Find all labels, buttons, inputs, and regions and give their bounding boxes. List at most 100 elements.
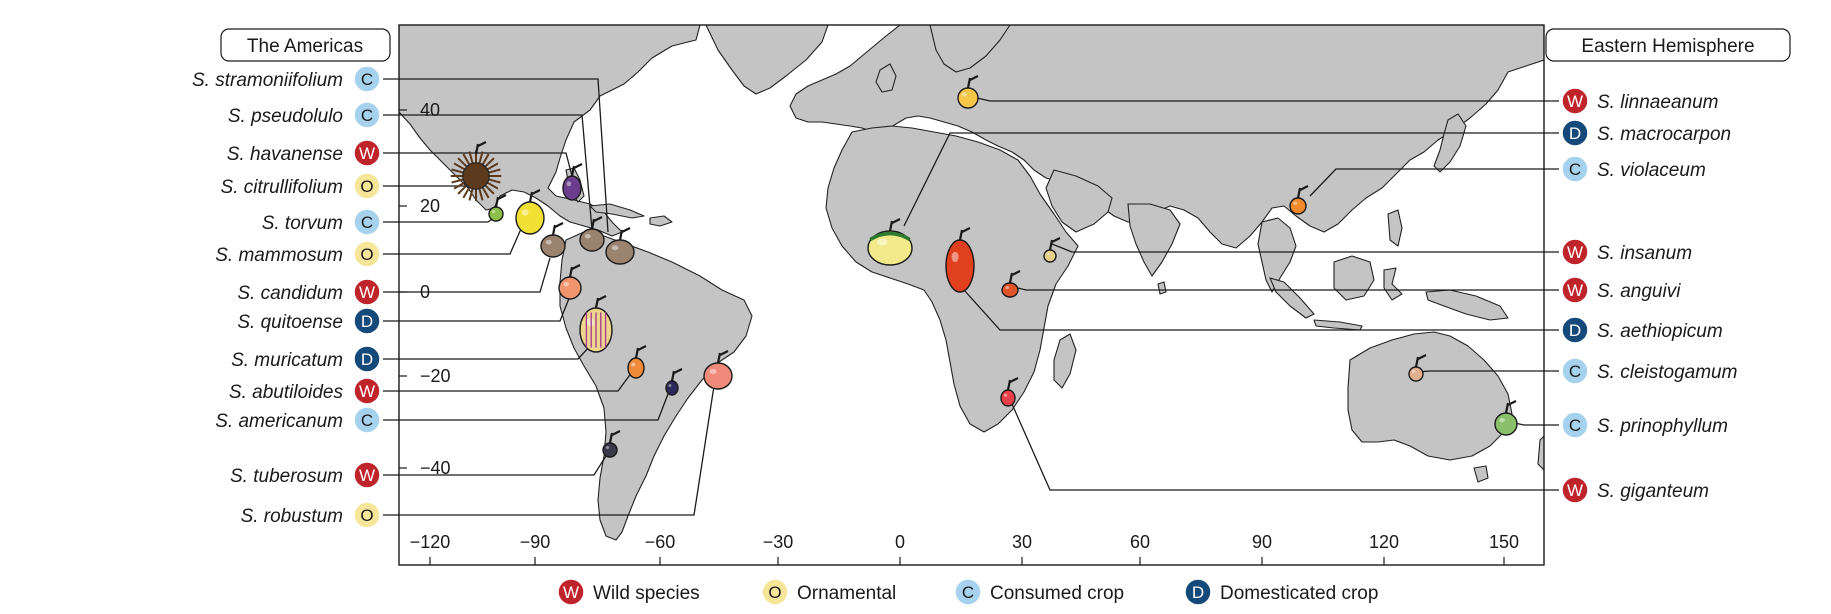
legend-label-domesticated-crop: Domesticated crop xyxy=(1220,583,1378,604)
species-badge-s-candidum-circle xyxy=(353,278,381,306)
species-badge-s-cleistogamum-circle xyxy=(1561,357,1589,385)
species-badge-s-linnaeanum-circle xyxy=(1561,87,1589,115)
x-tick-label: 0 xyxy=(895,532,905,552)
fruit-body xyxy=(703,362,733,390)
species-badge-s-giganteum: W xyxy=(1561,476,1589,504)
species-badge-s-americanum: C xyxy=(353,406,381,434)
species-label-s-torvum: S. torvum xyxy=(262,213,343,234)
species-badge-s-mammosum-circle xyxy=(353,240,381,268)
species-badge-s-americanum-letter: C xyxy=(361,411,373,430)
leader-s-stramoniifolium xyxy=(383,78,609,233)
species-label-s-havanense: S. havanense xyxy=(227,144,343,165)
species-badge-s-torvum-letter: C xyxy=(361,213,373,232)
species-badge-s-macrocarpon: D xyxy=(1561,119,1589,147)
species-badge-s-torvum: C xyxy=(353,208,381,236)
fruit-body xyxy=(627,357,645,379)
fruit-s-stramoniifolium xyxy=(605,227,635,265)
land-greenland xyxy=(705,25,829,95)
fruit-s-tuberosum xyxy=(602,430,621,458)
fruit-s-macrocarpon xyxy=(867,218,913,266)
land-arabia xyxy=(1045,169,1113,233)
species-badge-s-torvum-circle xyxy=(353,208,381,236)
x-tick-label: −30 xyxy=(763,532,794,552)
fruit-s-linnaeanum xyxy=(957,75,979,109)
species-badge-s-robustum-letter: O xyxy=(360,506,373,525)
fruit-highlight xyxy=(668,384,672,387)
land-hispaniola xyxy=(649,215,673,227)
species-badge-s-tuberosum: W xyxy=(353,461,381,489)
species-badge-s-stramoniifolium-circle xyxy=(353,65,381,93)
species-badge-s-prinophyllum-letter: C xyxy=(1569,416,1581,435)
fruit-s-prinophyllum xyxy=(1494,400,1518,436)
fruit-s-anguivi xyxy=(1001,270,1021,298)
species-badge-s-violaceum: C xyxy=(1561,155,1589,183)
leader-s-candidum xyxy=(383,257,551,293)
fruit-highlight xyxy=(876,238,888,246)
leader-s-tuberosum xyxy=(383,455,607,476)
species-badge-s-muricatum: D xyxy=(353,345,381,373)
leader-s-mammosum xyxy=(383,221,525,255)
land-australia xyxy=(1347,331,1513,461)
species-badge-s-prinophyllum: C xyxy=(1561,411,1589,439)
land-sumatra xyxy=(1269,277,1315,319)
species-badge-s-aethiopicum: D xyxy=(1561,316,1589,344)
fruit-s-abutiloides xyxy=(627,345,647,379)
species-label-s-giganteum: S. giganteum xyxy=(1597,481,1709,502)
species-label-s-aethiopicum: S. aethiopicum xyxy=(1597,321,1723,342)
fruit-stem xyxy=(618,227,631,241)
fruit-stem xyxy=(670,368,683,382)
species-badge-s-giganteum-circle xyxy=(1561,476,1589,504)
species-badge-s-citrullifolium-letter: O xyxy=(360,177,373,196)
fruit-s-havanense xyxy=(562,163,583,201)
species-label-s-americanum: S. americanum xyxy=(215,411,343,432)
region-box-americas: The Americas xyxy=(220,28,391,62)
legend-badge-ornamental-circle xyxy=(761,578,789,606)
land-india xyxy=(1127,203,1181,277)
fruit-stem xyxy=(1504,400,1517,414)
fruit-body xyxy=(1001,282,1019,298)
fruit-s-citrullifolium xyxy=(450,141,502,202)
species-badge-s-citrullifolium: O xyxy=(353,172,381,200)
species-list-eastern: W S. linnaeanum D S. macrocarpon C S. violace… xyxy=(1561,87,1737,504)
species-badge-s-aethiopicum-circle xyxy=(1561,316,1589,344)
species-badge-s-robustum: O xyxy=(353,501,381,529)
x-tick-label: 30 xyxy=(1012,532,1032,552)
fruit-highlight xyxy=(491,210,496,213)
leader-s-quitoense xyxy=(383,295,571,322)
y-tick-label: 40 xyxy=(420,100,440,120)
species-badge-s-abutiloides-letter: W xyxy=(359,382,375,401)
species-badge-s-violaceum-circle xyxy=(1561,155,1589,183)
species-badge-s-americanum-circle xyxy=(353,406,381,434)
land-scandinavia xyxy=(929,25,1011,73)
species-label-s-violaceum: S. violaceum xyxy=(1597,160,1706,181)
land-indochina xyxy=(1257,217,1297,293)
y-tick-label: −20 xyxy=(420,366,451,386)
species-badge-s-tuberosum-letter: W xyxy=(359,466,375,485)
x-tick-label: −60 xyxy=(645,532,676,552)
species-label-s-tuberosum: S. tuberosum xyxy=(230,466,343,487)
fruit-highlight xyxy=(1003,393,1008,397)
fruit-highlight xyxy=(962,92,967,97)
x-axis: −120 −90 −60 −30 0 30 60 90 120 150 xyxy=(410,532,1519,565)
species-badge-s-quitoense-circle xyxy=(353,307,381,335)
species-badge-s-candidum-letter: W xyxy=(359,283,375,302)
fruit-highlight xyxy=(1293,201,1298,205)
fruit-s-aethiopicum xyxy=(945,227,975,293)
species-badge-s-mammosum: O xyxy=(353,240,381,268)
fruit-body xyxy=(602,442,618,458)
x-tick-label: 150 xyxy=(1489,532,1519,552)
fruit-s-candidum xyxy=(540,222,566,258)
land-new-guinea xyxy=(1425,289,1509,321)
fruit-highlight xyxy=(521,209,529,216)
fruit-stem xyxy=(634,345,647,359)
species-badge-s-havanense: W xyxy=(353,139,381,167)
fruit-calyx xyxy=(869,231,911,242)
fruit-stem xyxy=(1008,270,1021,284)
legend-badge-consumed-crop: C xyxy=(954,578,982,606)
fruit-body xyxy=(558,276,582,300)
x-tick-label: −120 xyxy=(410,532,451,552)
fruit-highlight xyxy=(1499,417,1505,423)
species-badge-s-quitoense-letter: D xyxy=(361,312,373,331)
fruit-s-quitoense xyxy=(558,264,582,300)
